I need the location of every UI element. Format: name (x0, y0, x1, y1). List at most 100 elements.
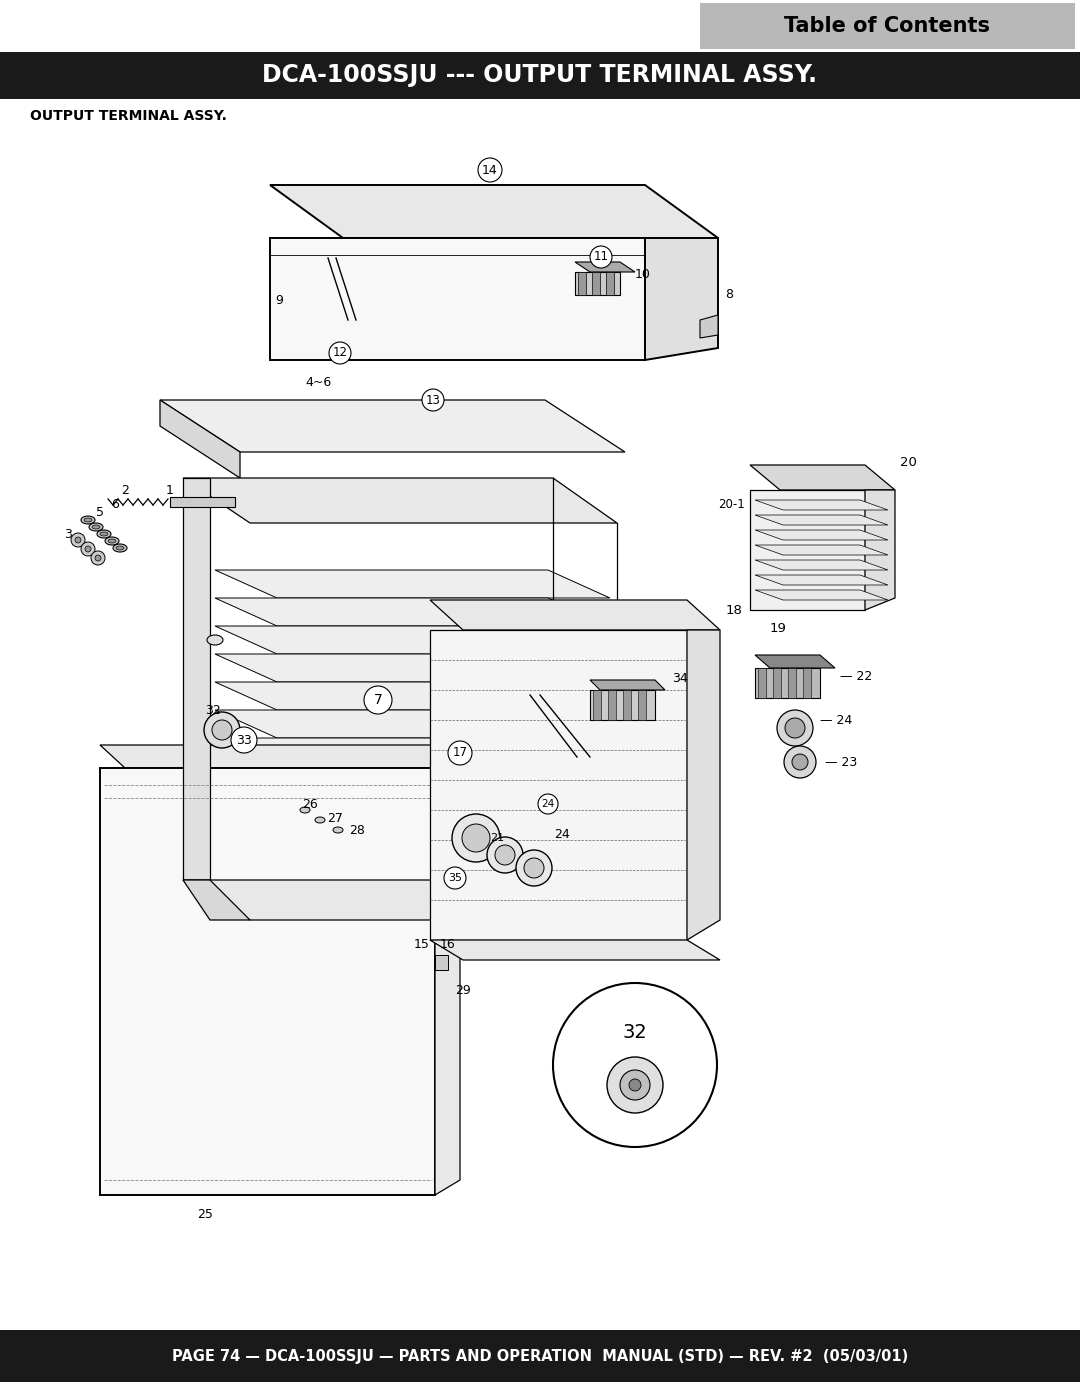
Text: 21: 21 (490, 833, 504, 842)
Polygon shape (430, 940, 720, 960)
Polygon shape (645, 237, 718, 360)
Text: 24: 24 (554, 828, 570, 841)
Polygon shape (755, 529, 888, 541)
Text: 4~6: 4~6 (305, 377, 332, 390)
Polygon shape (435, 956, 448, 970)
Text: OUTPUT TERMINAL ASSY.: OUTPUT TERMINAL ASSY. (30, 109, 227, 123)
Polygon shape (638, 690, 646, 719)
Circle shape (792, 754, 808, 770)
Text: — 23: — 23 (825, 756, 858, 768)
Circle shape (524, 858, 544, 877)
Polygon shape (755, 668, 820, 698)
Circle shape (785, 718, 805, 738)
Ellipse shape (116, 546, 124, 550)
Polygon shape (593, 690, 600, 719)
Polygon shape (183, 880, 617, 921)
Text: 18: 18 (725, 604, 742, 616)
Text: 13: 13 (426, 394, 441, 407)
Circle shape (553, 983, 717, 1147)
Text: 9: 9 (275, 293, 283, 306)
Ellipse shape (300, 807, 310, 813)
Polygon shape (578, 272, 586, 295)
Text: DCA-100SSJU --- OUTPUT TERMINAL ASSY.: DCA-100SSJU --- OUTPUT TERMINAL ASSY. (262, 63, 818, 87)
Polygon shape (430, 630, 687, 940)
Polygon shape (160, 400, 625, 453)
Polygon shape (215, 654, 610, 682)
Circle shape (422, 388, 444, 411)
Circle shape (364, 686, 392, 714)
Circle shape (620, 1070, 650, 1099)
Polygon shape (100, 745, 460, 768)
Polygon shape (608, 690, 616, 719)
Text: 10: 10 (635, 268, 651, 282)
Circle shape (487, 837, 523, 873)
Circle shape (444, 868, 465, 888)
Text: 6: 6 (111, 497, 119, 510)
Text: 11: 11 (594, 250, 608, 264)
Circle shape (71, 534, 85, 548)
Circle shape (516, 849, 552, 886)
Polygon shape (270, 237, 645, 360)
Text: 32: 32 (623, 1023, 647, 1042)
Ellipse shape (105, 536, 119, 545)
Polygon shape (435, 768, 460, 1194)
Polygon shape (575, 263, 635, 272)
Circle shape (85, 546, 91, 552)
Polygon shape (215, 682, 610, 710)
Text: 14: 14 (482, 163, 498, 176)
Polygon shape (758, 668, 766, 698)
Polygon shape (430, 599, 720, 630)
Circle shape (95, 555, 102, 562)
Text: 19: 19 (770, 622, 787, 634)
Polygon shape (700, 3, 1075, 49)
Circle shape (784, 746, 816, 778)
Text: 15: 15 (414, 937, 430, 950)
Text: 34: 34 (672, 672, 688, 685)
Ellipse shape (113, 543, 127, 552)
Circle shape (448, 740, 472, 766)
Polygon shape (755, 560, 888, 570)
Text: 20: 20 (900, 455, 917, 468)
Polygon shape (215, 570, 610, 598)
Polygon shape (755, 576, 888, 585)
Polygon shape (575, 272, 620, 295)
Polygon shape (183, 880, 249, 921)
Circle shape (204, 712, 240, 747)
Polygon shape (0, 52, 1080, 99)
Text: 5: 5 (96, 506, 104, 518)
Circle shape (329, 342, 351, 365)
Polygon shape (100, 768, 435, 1194)
Circle shape (629, 1078, 642, 1091)
Text: — 22: — 22 (840, 669, 873, 683)
Polygon shape (755, 590, 888, 599)
Circle shape (538, 793, 558, 814)
Polygon shape (788, 668, 796, 698)
Text: 27: 27 (327, 812, 343, 824)
Text: 17: 17 (453, 746, 468, 760)
Polygon shape (160, 400, 240, 478)
Ellipse shape (108, 539, 116, 543)
Polygon shape (215, 710, 610, 738)
Text: PAGE 74 — DCA-100SSJU — PARTS AND OPERATION  MANUAL (STD) — REV. #2  (05/03/01): PAGE 74 — DCA-100SSJU — PARTS AND OPERAT… (172, 1348, 908, 1363)
Ellipse shape (81, 515, 95, 524)
Text: 24: 24 (541, 799, 555, 809)
Circle shape (607, 1058, 663, 1113)
Ellipse shape (207, 636, 222, 645)
Text: 12: 12 (333, 346, 348, 359)
Polygon shape (755, 545, 888, 555)
Polygon shape (590, 680, 665, 690)
Polygon shape (755, 500, 888, 510)
Polygon shape (215, 626, 610, 654)
Text: 20-1: 20-1 (718, 499, 745, 511)
Polygon shape (170, 497, 235, 507)
Ellipse shape (333, 827, 343, 833)
Text: 35: 35 (448, 873, 462, 883)
Polygon shape (590, 690, 654, 719)
Text: 16: 16 (440, 937, 456, 950)
Ellipse shape (100, 532, 108, 536)
Circle shape (462, 824, 490, 852)
Text: 33: 33 (237, 733, 252, 746)
Circle shape (590, 246, 612, 268)
Text: 8: 8 (725, 289, 733, 302)
Ellipse shape (89, 522, 103, 531)
